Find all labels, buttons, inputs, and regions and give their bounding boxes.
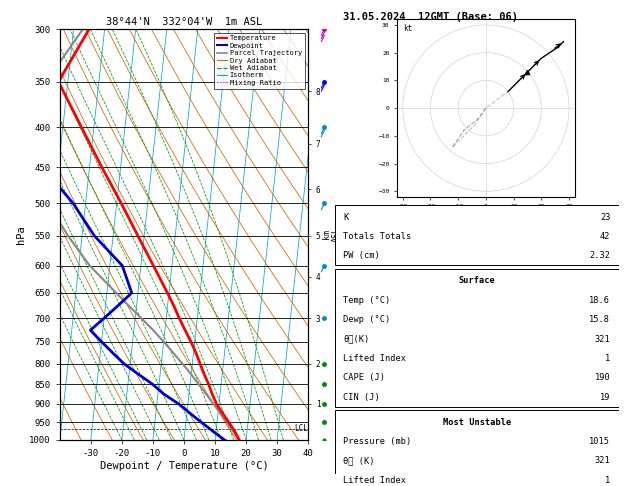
Text: Most Unstable: Most Unstable (443, 417, 511, 427)
Text: Dewp (°C): Dewp (°C) (343, 315, 391, 324)
Text: Pressure (mb): Pressure (mb) (343, 437, 411, 446)
Text: 1: 1 (605, 476, 610, 485)
Text: LCL: LCL (294, 424, 308, 433)
Text: 1015: 1015 (589, 437, 610, 446)
Bar (335, 411, 619, 486)
Text: CAPE (J): CAPE (J) (343, 373, 385, 382)
Y-axis label: km
ASL: km ASL (322, 227, 342, 242)
Y-axis label: hPa: hPa (16, 225, 26, 244)
Text: 321: 321 (594, 334, 610, 344)
Text: 1: 1 (605, 354, 610, 363)
Legend: Temperature, Dewpoint, Parcel Trajectory, Dry Adiabat, Wet Adiabat, Isotherm, Mi: Temperature, Dewpoint, Parcel Trajectory… (214, 33, 304, 88)
Text: 190: 190 (594, 373, 610, 382)
Text: θᴇ (K): θᴇ (K) (343, 456, 375, 466)
Text: Surface: Surface (459, 276, 495, 285)
Text: Temp (°C): Temp (°C) (343, 295, 391, 305)
Text: 42: 42 (600, 232, 610, 241)
Title: 38°44'N  332°04'W  1m ASL: 38°44'N 332°04'W 1m ASL (106, 17, 262, 27)
Text: PW (cm): PW (cm) (343, 251, 380, 260)
Text: 23: 23 (600, 212, 610, 222)
Text: 18.6: 18.6 (589, 295, 610, 305)
Bar (335, 269, 619, 407)
X-axis label: Dewpoint / Temperature (°C): Dewpoint / Temperature (°C) (99, 461, 269, 470)
Text: 15.8: 15.8 (589, 315, 610, 324)
Text: Lifted Index: Lifted Index (343, 354, 406, 363)
Text: 321: 321 (594, 456, 610, 466)
Text: K: K (343, 212, 348, 222)
Text: Totals Totals: Totals Totals (343, 232, 411, 241)
Text: Lifted Index: Lifted Index (343, 476, 406, 485)
Text: θᴇ(K): θᴇ(K) (343, 334, 369, 344)
Text: 19: 19 (600, 393, 610, 402)
Text: CIN (J): CIN (J) (343, 393, 380, 402)
Text: 31.05.2024  12GMT (Base: 06): 31.05.2024 12GMT (Base: 06) (343, 12, 518, 22)
Text: kt: kt (403, 23, 412, 33)
Bar (335, 206, 619, 265)
Text: 2.32: 2.32 (589, 251, 610, 260)
